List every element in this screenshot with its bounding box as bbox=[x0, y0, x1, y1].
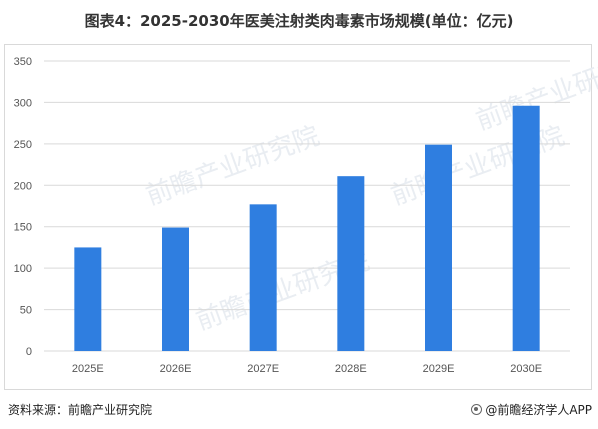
brand-logo-icon bbox=[471, 404, 483, 415]
x-tick-label: 2029E bbox=[423, 363, 455, 375]
x-tick-label: 2027E bbox=[247, 363, 279, 375]
y-tick-label: 50 bbox=[20, 305, 32, 317]
bar-2028E bbox=[337, 176, 365, 351]
bar-2029E bbox=[425, 144, 452, 351]
y-tick-label: 200 bbox=[14, 180, 32, 192]
y-tick-label: 0 bbox=[26, 346, 32, 358]
bar-2027E bbox=[249, 204, 277, 351]
watermark-text: 前瞻产业研究院 bbox=[387, 121, 568, 211]
x-axis-ticks: 2025E 2026E 2027E 2028E 2029E 2030E bbox=[72, 363, 542, 375]
y-tick-label: 150 bbox=[14, 222, 32, 234]
y-tick-label: 100 bbox=[14, 263, 32, 275]
y-tick-label: 300 bbox=[14, 97, 32, 109]
chart-frame bbox=[4, 44, 592, 390]
x-tick-label: 2030E bbox=[510, 363, 542, 375]
x-tick-label: 2028E bbox=[335, 363, 367, 375]
brand-credit: @前瞻经济学人APP bbox=[471, 401, 592, 418]
source-note: 资料来源：前瞻产业研究院 bbox=[8, 403, 153, 417]
chart-title: 图表4：2025-2030年医美注射类肉毒素市场规模(单位：亿元) bbox=[84, 12, 514, 30]
bar-2025E bbox=[74, 247, 102, 351]
gridlines bbox=[44, 60, 570, 352]
y-tick-label: 350 bbox=[14, 56, 32, 68]
bar-2026E bbox=[162, 227, 189, 351]
bars bbox=[74, 105, 540, 351]
watermark-text: 前瞻产业研究院 bbox=[142, 121, 323, 211]
brand-text: @前瞻经济学人APP bbox=[485, 403, 592, 417]
y-axis-ticks: 0 50 100 150 200 250 300 350 bbox=[14, 56, 32, 358]
x-tick-label: 2026E bbox=[160, 363, 192, 375]
y-tick-label: 250 bbox=[14, 139, 32, 151]
bar-2030E bbox=[512, 105, 540, 351]
x-tick-label: 2025E bbox=[72, 363, 104, 375]
